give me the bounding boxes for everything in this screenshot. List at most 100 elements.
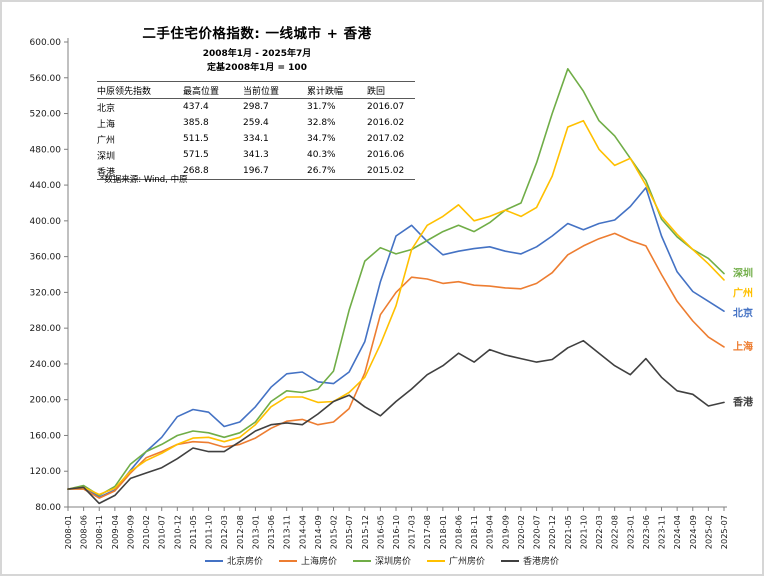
x-tick-label: 2015-12 — [360, 515, 370, 549]
row-value: 40.3% — [307, 150, 336, 160]
index-table-head: 中原领先指数 最高位置 当前位置 累计跌幅 跌回 — [97, 81, 415, 99]
row-value: 571.5 — [183, 150, 209, 160]
chart-subtitle-period: 2008年1月 - 2025年7月 — [202, 49, 312, 59]
col-header-fallback-date: 跌回 — [367, 86, 386, 97]
y-tick-label: 160.00 — [30, 431, 62, 441]
chart-title: 二手住宅价格指数: 一线城市 + 香港 — [142, 26, 372, 42]
legend-item: 广州房价 — [427, 554, 485, 567]
legend-item: 深圳房价 — [352, 554, 411, 567]
index-table-body: 北京 437.4 298.7 31.7% 2016.07 上海 385.8 259.4 32.8… — [97, 99, 415, 180]
row-value: 268.8 — [183, 166, 209, 176]
x-tick-label: 2014-09 — [313, 515, 323, 549]
index-summary-table: 中原领先指数 最高位置 当前位置 累计跌幅 跌回 北京 437.4 298.7 31.… — [97, 81, 415, 180]
table-header-row: 中原领先指数 最高位置 当前位置 累计跌幅 跌回 — [97, 81, 415, 99]
x-tick-label: 2022-08 — [610, 515, 620, 549]
x-tick-label: 2013-01 — [250, 515, 260, 549]
x-tick-label: 2017-03 — [407, 515, 417, 549]
legend-item: 香港房价 — [501, 554, 559, 567]
legend-line-marker — [427, 559, 445, 562]
row-value: 32.8% — [307, 118, 336, 128]
row-value: 2015.02 — [367, 166, 405, 176]
row-value: 385.8 — [183, 118, 209, 128]
x-tick-label: 2017-08 — [422, 515, 432, 549]
chart-subtitle-base: 定基2008年1月 = 100 — [207, 63, 307, 73]
x-tick-label: 2020-02 — [516, 515, 526, 549]
x-tick-label: 2015-07 — [344, 515, 354, 549]
col-header-current: 当前位置 — [243, 86, 280, 97]
col-header-index-name: 中原领先指数 — [97, 86, 152, 97]
row-value: 34.7% — [307, 134, 336, 144]
x-tick-label: 2015-02 — [329, 515, 339, 549]
x-tick-label: 2016-05 — [375, 515, 385, 549]
legend-label: 香港房价 — [523, 557, 560, 567]
legend-item: 上海房价 — [278, 554, 337, 567]
x-tick-label: 2014-04 — [297, 515, 307, 549]
x-tick-label: 2021-10 — [578, 515, 588, 549]
y-tick-label: 400.00 — [30, 217, 62, 227]
series-line-深圳 — [67, 68, 725, 497]
x-tick-label: 2019-09 — [500, 515, 510, 549]
x-tick-label: 2018-01 — [438, 515, 448, 549]
x-tick-label: 2013-06 — [266, 515, 276, 549]
row-city-label: 香港 — [97, 167, 116, 178]
row-value: 196.7 — [243, 166, 269, 176]
y-tick-label: 600.00 — [30, 38, 62, 48]
y-tick-label: 560.00 — [30, 74, 62, 84]
y-tick-label: 320.00 — [30, 288, 62, 298]
legend-item: 北京房价 — [204, 554, 263, 567]
x-tick-label: 2010-02 — [141, 515, 151, 549]
x-tick-label: 2025-07 — [719, 515, 729, 549]
series-end-label: 北京 — [733, 307, 753, 320]
x-tick-label: 2024-04 — [672, 515, 682, 549]
x-tick-label: 2008-01 — [63, 515, 73, 549]
row-city-label: 上海 — [97, 119, 116, 130]
x-tick-label: 2023-01 — [625, 515, 635, 549]
series-end-label: 广州 — [733, 287, 753, 300]
x-tick-label: 2024-09 — [688, 515, 698, 549]
y-tick-label: 280.00 — [30, 324, 62, 334]
row-value: 2016.02 — [367, 118, 405, 128]
x-tick-label: 2009-04 — [110, 515, 120, 549]
x-tick-label: 2008-11 — [94, 515, 104, 549]
row-city-label: 北京 — [97, 103, 116, 114]
col-header-drawdown: 累计跌幅 — [307, 86, 344, 97]
row-value: 259.4 — [243, 118, 269, 128]
row-value: 334.1 — [243, 134, 269, 144]
series-line-上海 — [67, 232, 725, 499]
y-tick-label: 120.00 — [30, 467, 62, 477]
x-tick-label: 2018-11 — [469, 515, 479, 549]
y-tick-label: 240.00 — [30, 360, 62, 370]
x-tick-label: 2023-06 — [641, 515, 651, 549]
x-tick-label: 2011-05 — [188, 515, 198, 549]
series-end-label: 上海 — [733, 340, 753, 353]
x-tick-label: 2019-04 — [485, 515, 495, 549]
row-value: 2017.02 — [367, 134, 405, 144]
x-tick-label: 2020-07 — [532, 515, 542, 549]
row-value: 2016.06 — [367, 150, 405, 160]
x-tick-label: 2018-06 — [453, 515, 463, 549]
series-line-广州 — [67, 119, 725, 496]
row-value: 31.7% — [307, 102, 336, 112]
x-tick-label: 2016-10 — [391, 515, 401, 549]
series-end-label: 香港 — [733, 395, 754, 408]
legend: 北京房价 上海房价 深圳房价 广州房价 香港房价 — [2, 554, 762, 567]
table-row: 北京 437.4 298.7 31.7% 2016.07 — [97, 99, 415, 116]
data-source-footnote: *数据来源: Wind, 中原 — [100, 175, 188, 185]
legend-label: 上海房价 — [300, 557, 337, 567]
y-tick-label: 360.00 — [30, 253, 62, 263]
row-value: 511.5 — [183, 134, 209, 144]
table-row: 广州 511.5 334.1 34.7% 2017.02 — [97, 131, 415, 147]
legend-line-marker — [204, 559, 223, 562]
x-tick-label: 2009-09 — [125, 515, 135, 549]
row-city-label: 深圳 — [97, 151, 116, 162]
x-tick-label: 2013-11 — [282, 515, 292, 549]
col-header-peak: 最高位置 — [183, 86, 220, 97]
x-tick-label: 2011-10 — [204, 515, 214, 549]
legend-line-marker — [352, 559, 371, 562]
x-tick-label: 2023-11 — [657, 515, 667, 549]
x-tick-label: 2010-12 — [172, 515, 182, 549]
table-row: 香港 268.8 196.7 26.7% 2015.02 — [97, 163, 415, 180]
table-row: 深圳 571.5 341.3 40.3% 2016.06 — [97, 147, 415, 163]
